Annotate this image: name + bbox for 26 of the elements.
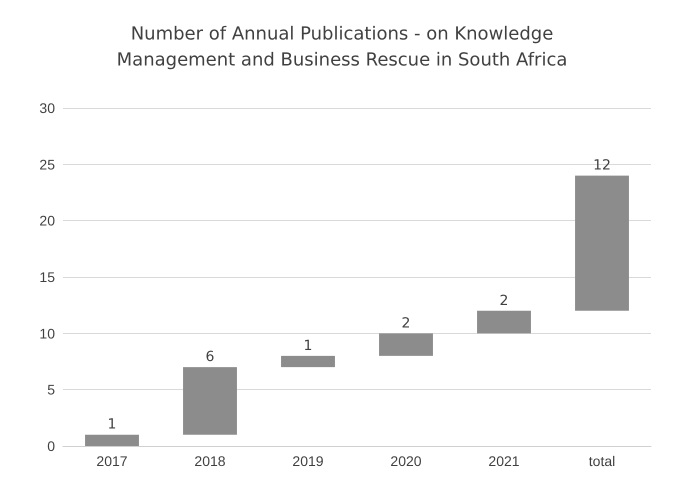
bar (477, 310, 531, 334)
x-tick-label: 2021 (488, 453, 520, 469)
data-label: 1 (108, 416, 116, 433)
y-tick-label: 5 (47, 382, 56, 398)
bar (85, 434, 139, 446)
data-label: 2 (402, 315, 410, 332)
bar (281, 356, 335, 368)
y-tick-label: 0 (47, 438, 56, 454)
x-tick-label: 2019 (292, 453, 324, 469)
data-label: 1 (304, 338, 312, 354)
x-tick-label: 2018 (194, 453, 226, 469)
x-tick-label: total (588, 453, 616, 469)
data-label: 2 (500, 292, 508, 309)
y-tick-label: 15 (39, 269, 56, 285)
y-tick-label: 25 (39, 156, 56, 172)
chart-title: Number of Annual Publications - on Knowledge Management and Business Rescue in South Africa (116, 24, 568, 70)
bar (379, 333, 433, 356)
x-tick-label: 2020 (390, 453, 422, 469)
bar (183, 367, 237, 435)
y-tick-label: 10 (39, 325, 56, 342)
x-tick-label: 2017 (96, 453, 128, 469)
bar (575, 176, 629, 311)
data-label: 6 (206, 349, 215, 366)
y-tick-label: 30 (39, 100, 56, 116)
data-label: 12 (593, 158, 611, 174)
y-tick-label: 20 (39, 212, 56, 229)
